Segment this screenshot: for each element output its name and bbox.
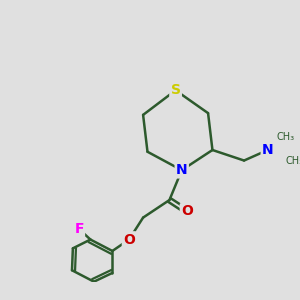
Text: CH₃: CH₃ bbox=[277, 132, 295, 142]
Text: N: N bbox=[262, 143, 274, 157]
Text: S: S bbox=[171, 83, 181, 97]
Text: N: N bbox=[176, 163, 188, 177]
Text: O: O bbox=[123, 232, 135, 247]
Text: F: F bbox=[74, 222, 84, 236]
Text: O: O bbox=[181, 205, 193, 218]
Text: CH₃: CH₃ bbox=[285, 155, 300, 166]
